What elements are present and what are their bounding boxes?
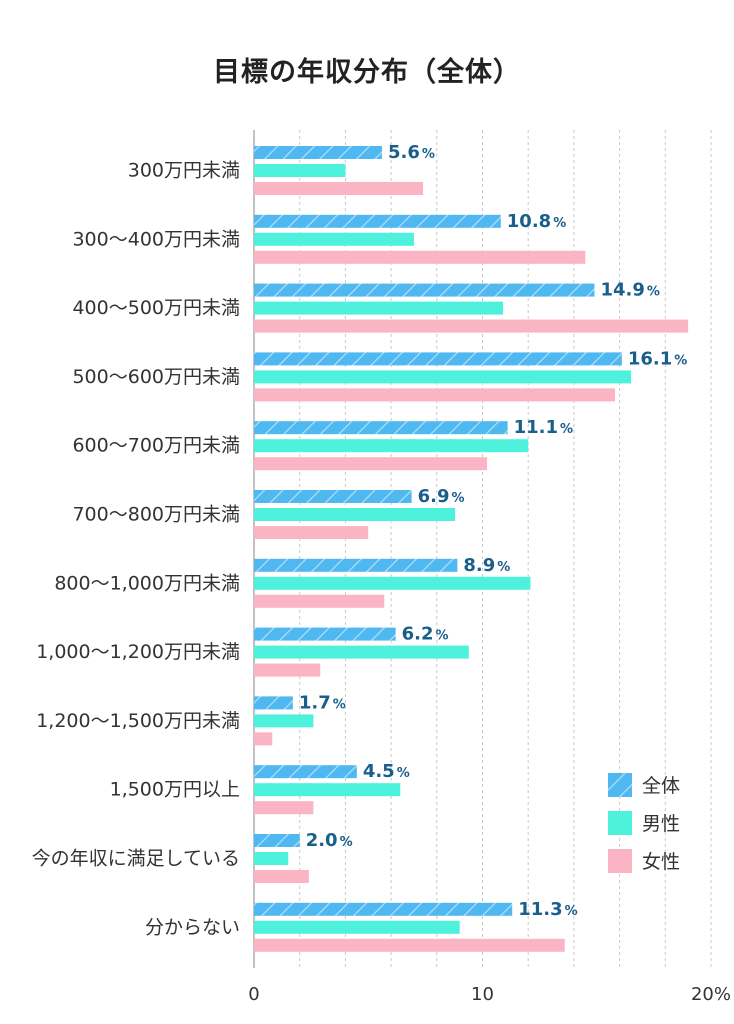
bar-全体 (254, 214, 501, 228)
bars-layer (254, 146, 689, 952)
bar-全体 (254, 146, 382, 159)
bar-全体 (254, 696, 293, 710)
bar-男性 (254, 508, 456, 521)
bar-男性 (254, 370, 632, 384)
bar-全体 (254, 283, 595, 297)
data-label-suffix: % (565, 904, 578, 919)
bar-男性 (254, 439, 529, 453)
data-label-suffix: % (647, 285, 660, 300)
bar-男性 (254, 301, 504, 315)
data-label-suffix: % (340, 835, 353, 850)
category-label: 1,000〜1,200万円未満 (36, 641, 240, 663)
data-label-suffix: % (674, 353, 687, 368)
data-label: 2.0% (306, 830, 353, 851)
data-label: 14.9% (600, 280, 659, 301)
x-tick-label: 20% (691, 984, 731, 1005)
category-label: 500〜600万円未満 (72, 366, 240, 388)
bar-全体 (254, 765, 357, 779)
bar-女性 (254, 250, 586, 264)
data-label-suffix: % (397, 766, 410, 781)
data-label-suffix: % (553, 216, 566, 231)
legend-label: 全体 (642, 775, 680, 797)
data-label-suffix: % (436, 629, 449, 644)
bar-女性 (254, 319, 689, 333)
category-label: 1,500万円以上 (110, 779, 240, 801)
category-label: 300万円未満 (128, 160, 240, 182)
data-label: 8.9% (463, 555, 510, 576)
chart-title: 目標の年収分布（全体） (213, 57, 521, 88)
bar-女性 (254, 732, 273, 746)
category-label: 1,200〜1,500万円未満 (36, 710, 240, 732)
bar-女性 (254, 388, 616, 402)
data-label: 11.1% (514, 417, 573, 438)
bar-男性 (254, 920, 460, 934)
data-label-suffix: % (422, 147, 435, 162)
bar-女性 (254, 663, 321, 677)
bar-女性 (254, 938, 565, 952)
category-label: 分からない (145, 916, 240, 938)
bar-男性 (254, 852, 289, 865)
data-label-suffix: % (497, 560, 510, 575)
bar-女性 (254, 457, 488, 471)
bar-男性 (254, 576, 531, 590)
data-label: 4.5% (363, 761, 410, 782)
legend-label: 女性 (642, 851, 680, 873)
category-label: 700〜800万円未満 (72, 504, 240, 526)
data-label: 5.6% (388, 142, 435, 163)
bar-全体 (254, 490, 412, 503)
legend-label: 男性 (642, 813, 680, 835)
bar-女性 (254, 526, 369, 539)
category-label: 今の年収に満足している (32, 848, 240, 870)
bar-女性 (254, 182, 424, 195)
bar-男性 (254, 714, 314, 728)
data-label: 6.2% (402, 624, 449, 645)
bar-男性 (254, 232, 414, 246)
bar-女性 (254, 801, 314, 815)
bar-男性 (254, 645, 469, 659)
bar-男性 (254, 783, 401, 797)
bar-全体 (254, 558, 458, 572)
bar-全体 (254, 627, 396, 641)
data-label-suffix: % (560, 422, 573, 437)
grid-layer: 0 10 20% (248, 130, 731, 1005)
bar-全体 (254, 421, 508, 435)
data-label: 11.3% (518, 899, 577, 920)
legend-swatch-全体 (608, 773, 632, 797)
bar-男性 (254, 164, 346, 177)
data-label-suffix: % (452, 491, 465, 506)
bar-全体 (254, 352, 622, 366)
bar-全体 (254, 902, 513, 916)
data-label: 1.7% (299, 692, 346, 713)
legend-swatch-男性 (608, 811, 632, 835)
data-label: 6.9% (418, 486, 465, 507)
data-label: 16.1% (628, 348, 687, 369)
data-label: 10.8% (507, 211, 566, 232)
bar-女性 (254, 870, 309, 883)
x-tick-label: 10 (471, 984, 494, 1005)
category-label: 300〜400万円未満 (72, 228, 240, 250)
bar-女性 (254, 594, 385, 608)
category-label: 600〜700万円未満 (72, 435, 240, 457)
bar-全体 (254, 834, 300, 847)
data-label-suffix: % (333, 697, 346, 712)
legend-swatch-女性 (608, 849, 632, 873)
category-label: 400〜500万円未満 (72, 297, 240, 319)
x-tick-label: 0 (248, 984, 259, 1005)
category-label: 800〜1,000万円未満 (54, 572, 240, 594)
